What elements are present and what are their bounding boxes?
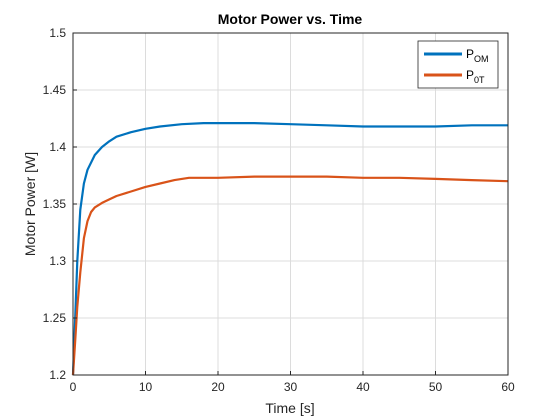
y-tick-label: 1.5: [49, 26, 66, 40]
y-axis-ticks: 1.2 1.25 1.3 1.35 1.4 1.45 1.5: [43, 26, 77, 382]
legend-label-p-0t: P0T: [466, 68, 485, 85]
series-lines: [71, 121, 509, 376]
legend-sub-p-0t: 0T: [474, 75, 485, 85]
x-tick-label: 40: [356, 380, 370, 394]
grid-lines: [73, 33, 508, 375]
legend-main-p-0t: P: [466, 68, 474, 82]
x-tick-label: 10: [139, 380, 153, 394]
y-tick-label: 1.3: [49, 254, 66, 268]
x-tick-label: 30: [284, 380, 298, 394]
y-tick-label: 1.25: [43, 311, 67, 325]
x-axis-label: Time [s]: [265, 400, 314, 416]
legend-sub-p-om: OM: [474, 54, 489, 64]
x-tick-label: 20: [211, 380, 225, 394]
legend-box: [417, 40, 499, 89]
series-line-p-om: [71, 121, 508, 376]
y-tick-label: 1.2: [49, 368, 66, 382]
x-tick-label: 50: [429, 380, 443, 394]
legend: POM P0T: [417, 40, 499, 89]
chart-title: Motor Power vs. Time: [218, 11, 363, 27]
x-tick-label: 60: [501, 380, 515, 394]
x-tick-label: 0: [70, 380, 77, 394]
legend-main-p-om: P: [466, 47, 474, 61]
y-tick-label: 1.35: [43, 197, 67, 211]
x-axis-ticks: 0 10 20 30 40 50 60: [70, 371, 515, 394]
y-tick-label: 1.45: [43, 83, 67, 97]
y-tick-label: 1.4: [49, 140, 66, 154]
series-line-p-0t: [71, 175, 509, 376]
legend-label-p-om: POM: [466, 47, 489, 64]
y-axis-label: Motor Power [W]: [22, 152, 38, 256]
